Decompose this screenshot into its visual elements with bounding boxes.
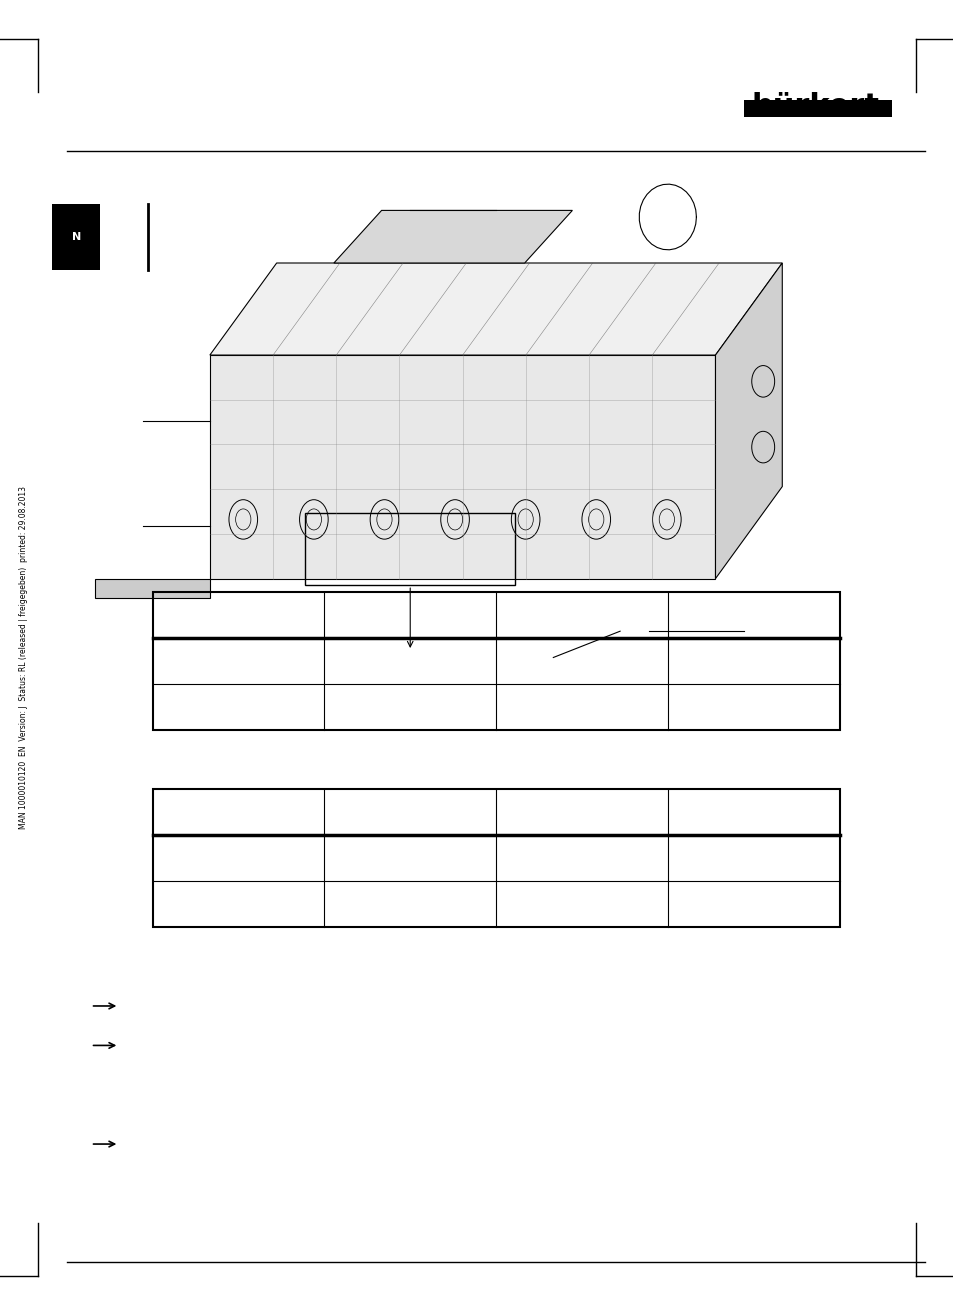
Bar (743, 100, 891, 117)
Text: bürkert: bürkert (751, 92, 879, 121)
Text: N: N (71, 231, 81, 242)
Polygon shape (210, 355, 715, 579)
Bar (764, 100, 781, 117)
Bar (152, 789, 839, 927)
Text: MAN 1000010120  EN  Version: J  Status: RL (released | freigegeben)  printed: 29: MAN 1000010120 EN Version: J Status: RL … (19, 487, 29, 828)
Bar (305, 513, 515, 585)
Polygon shape (210, 263, 781, 355)
Bar (152, 592, 839, 730)
Polygon shape (334, 210, 572, 263)
Bar (785, 100, 802, 117)
Bar (143, 250, 810, 618)
Polygon shape (715, 263, 781, 579)
Bar (743, 100, 760, 117)
Polygon shape (95, 579, 210, 598)
Bar (52, 204, 100, 270)
